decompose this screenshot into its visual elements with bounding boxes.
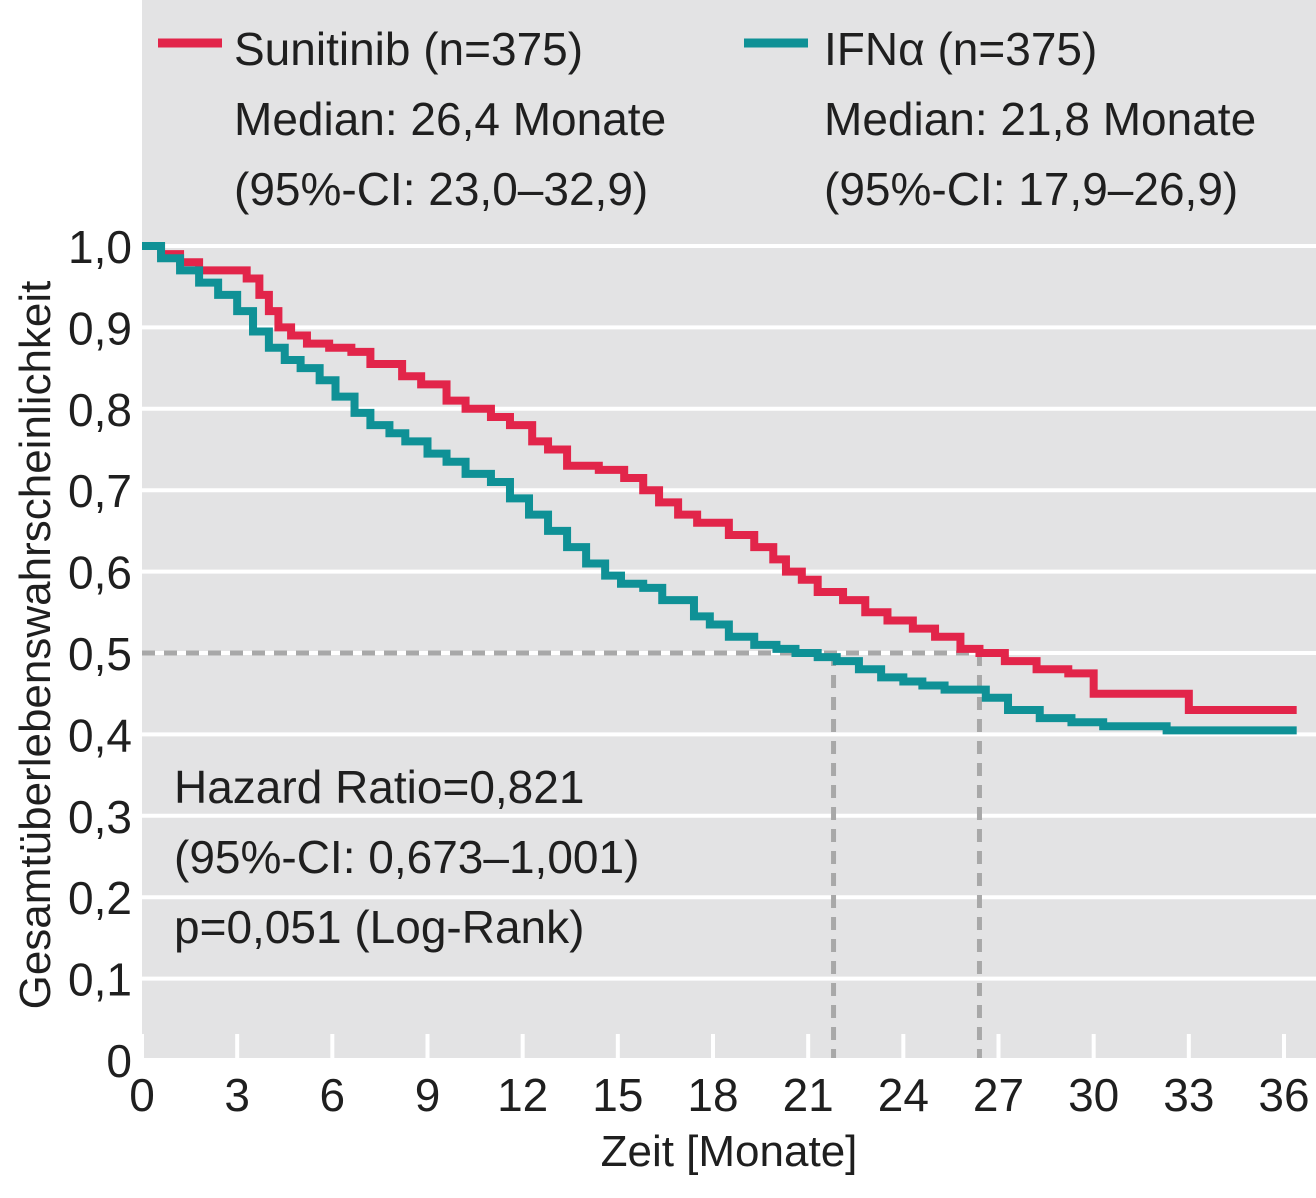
series-lines <box>142 242 1297 735</box>
series-line-sunitinib <box>142 242 1297 714</box>
x-tick-label: 9 <box>415 1069 441 1121</box>
y-tick-label: 0,8 <box>68 384 132 436</box>
legend: Sunitinib (n=375) Median: 26,4 Monate (9… <box>158 23 1256 215</box>
legend-label-ifn: IFNα (n=375) <box>824 23 1097 75</box>
hazard-ratio-text: Hazard Ratio=0,821 <box>174 761 584 813</box>
series-line-ifn <box>142 242 1297 735</box>
legend-background <box>142 0 1316 246</box>
x-ticks: 0 3 6 9 12 15 18 21 24 27 30 33 36 <box>129 1034 1310 1121</box>
y-ticks: 0 0,1 0,2 0,3 0,4 0,5 0,6 0,7 0,8 0,9 1,0 <box>68 221 132 1087</box>
x-tick-label: 21 <box>783 1069 834 1121</box>
x-tick-label: 3 <box>224 1069 250 1121</box>
legend-ci-sunitinib: (95%-CI: 23,0–32,9) <box>234 163 648 215</box>
x-tick-label: 6 <box>320 1069 346 1121</box>
x-tick-label: 18 <box>687 1069 738 1121</box>
y-tick-label: 1,0 <box>68 221 132 273</box>
x-axis-title: Zeit [Monate] <box>601 1127 858 1176</box>
p-value-text: p=0,051 (Log-Rank) <box>174 901 584 953</box>
x-tick-label: 36 <box>1258 1069 1309 1121</box>
y-tick-label: 0,2 <box>68 872 132 924</box>
y-tick-label: 0,1 <box>68 954 132 1006</box>
legend-median-sunitinib: Median: 26,4 Monate <box>234 93 666 145</box>
y-tick-label: 0,5 <box>68 628 132 680</box>
legend-label-sunitinib: Sunitinib (n=375) <box>234 23 583 75</box>
x-tick-label: 33 <box>1163 1069 1214 1121</box>
x-tick-label: 0 <box>129 1069 155 1121</box>
median-reference-lines <box>142 650 982 1060</box>
x-tick-label: 30 <box>1068 1069 1119 1121</box>
y-tick-label: 0,7 <box>68 465 132 517</box>
x-tick-label: 24 <box>878 1069 929 1121</box>
legend-median-ifn: Median: 21,8 Monate <box>824 93 1256 145</box>
y-tick-label: 0,6 <box>68 547 132 599</box>
x-tick-label: 27 <box>973 1069 1024 1121</box>
y-axis-title: Gesamtüberlebenswahrscheinlichkeit <box>11 281 60 1010</box>
y-tick-label: 0,9 <box>68 302 132 354</box>
y-tick-label: 0,4 <box>68 709 132 761</box>
y-tick-label: 0,3 <box>68 791 132 843</box>
hazard-ratio-annotation: Hazard Ratio=0,821 (95%-CI: 0,673–1,001)… <box>174 761 639 953</box>
hazard-ratio-ci-text: (95%-CI: 0,673–1,001) <box>174 831 639 883</box>
y-tick-label: 0 <box>106 1035 132 1087</box>
legend-ci-ifn: (95%-CI: 17,9–26,9) <box>824 163 1238 215</box>
x-tick-label: 15 <box>592 1069 643 1121</box>
x-tick-label: 12 <box>497 1069 548 1121</box>
gridlines <box>142 244 1316 981</box>
